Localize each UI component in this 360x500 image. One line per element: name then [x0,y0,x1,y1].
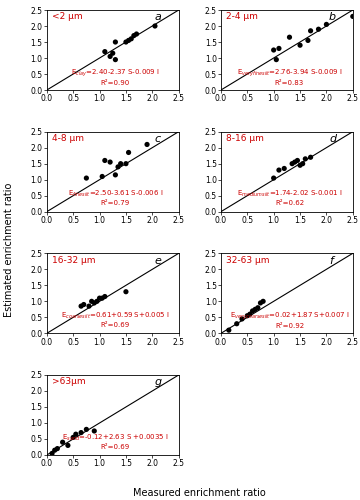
Point [126,36,131,44]
Point [81,300,87,308]
Point [123,288,129,296]
Point [305,36,311,44]
Text: g: g [155,378,162,388]
Point [91,299,97,307]
Text: 8-16 μm: 8-16 μm [226,134,264,143]
Point [99,294,105,302]
Text: d: d [329,134,336,144]
Point [54,444,60,452]
Point [84,426,89,434]
Point [89,298,95,306]
Point [316,25,321,33]
Point [118,160,123,168]
Text: E$_{very fine silt}$=2.76-3.94 S-0.009 I
R²=0.83: E$_{very fine silt}$=2.76-3.94 S-0.009 I… [237,68,342,86]
Point [144,140,150,148]
Point [274,56,279,64]
Point [113,56,118,64]
Point [226,326,232,334]
Text: Estimated enrichment ratio: Estimated enrichment ratio [4,183,14,317]
Point [152,22,158,30]
Point [97,294,103,302]
Point [131,32,137,40]
Text: <2 μm: <2 μm [52,12,83,22]
Point [107,158,113,166]
Point [52,446,58,454]
Point [324,20,329,28]
Point [308,27,314,35]
Point [70,434,76,442]
Point [287,33,292,41]
Point [102,48,108,56]
Point [239,315,245,323]
Point [302,155,308,163]
Point [84,174,89,182]
Point [271,46,276,54]
Point [86,302,92,310]
Point [300,160,306,168]
Text: E$_{clay}$=2.40-2.37 S-0.009 I
R²=0.90: E$_{clay}$=2.40-2.37 S-0.009 I R²=0.90 [71,68,160,86]
Point [255,304,261,312]
Point [65,442,71,450]
Text: 32-63 μm: 32-63 μm [226,256,270,264]
Point [260,298,266,306]
Text: E$_{medium silt}$=1.74-2.02 S-0.001 I
R²=0.62: E$_{medium silt}$=1.74-2.02 S-0.001 I R²… [237,190,342,206]
Point [297,41,303,49]
Point [244,312,250,320]
Point [110,49,116,57]
Point [276,166,282,174]
Point [78,302,84,310]
Point [252,306,258,314]
Point [234,320,240,328]
Text: f: f [329,256,333,266]
Text: E$_{fine silt}$=2.50-3.61 S-0.006 I
R²=0.79: E$_{fine silt}$=2.50-3.61 S-0.006 I R²=0… [68,190,163,206]
Point [73,430,79,438]
Point [94,298,100,306]
Point [128,35,134,43]
Text: 16-32 μm: 16-32 μm [52,256,95,264]
Text: b: b [329,12,336,22]
Point [350,12,356,20]
Point [78,428,84,436]
Point [49,450,55,458]
Text: >63μm: >63μm [52,378,86,386]
Point [247,310,253,318]
Text: E$_{coarse silt}$=0.61+0.59 S+0.005 I
R²=0.69: E$_{coarse silt}$=0.61+0.59 S+0.005 I R²… [61,311,170,328]
Point [250,307,256,315]
Point [60,438,66,446]
Text: E$_{very coarse silt}$=0.02+1.87 S+0.007 I
R²=0.92: E$_{very coarse silt}$=0.02+1.87 S+0.007… [230,311,350,330]
Point [292,158,298,166]
Point [271,174,276,182]
Point [281,164,287,172]
Point [276,44,282,52]
Point [289,160,295,168]
Text: c: c [155,134,161,144]
Point [294,156,300,164]
Point [134,30,139,38]
Point [297,162,303,170]
Point [123,160,129,168]
Text: Measured enrichment ratio: Measured enrichment ratio [134,488,266,498]
Point [102,292,108,300]
Point [308,154,314,162]
Point [99,172,105,180]
Point [258,299,264,307]
Point [115,163,121,171]
Text: 2-4 μm: 2-4 μm [226,12,258,22]
Point [123,38,129,46]
Text: a: a [155,12,162,22]
Point [102,156,108,164]
Text: 4-8 μm: 4-8 μm [52,134,84,143]
Point [126,148,131,156]
Point [91,427,97,435]
Text: e: e [155,256,162,266]
Point [113,38,118,46]
Point [113,171,118,179]
Point [107,52,113,60]
Text: E$_{sand}$=-0.12+2.63 S +0.0035 I
R²=0.69: E$_{sand}$=-0.12+2.63 S +0.0035 I R²=0.6… [62,432,169,450]
